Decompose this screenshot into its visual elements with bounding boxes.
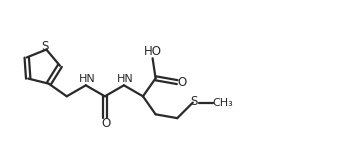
Text: O: O bbox=[101, 117, 111, 130]
Text: HN: HN bbox=[117, 74, 133, 84]
Text: HN: HN bbox=[78, 74, 95, 84]
Text: HO: HO bbox=[144, 45, 161, 58]
Text: O: O bbox=[177, 76, 187, 89]
Text: S: S bbox=[42, 40, 49, 53]
Text: CH₃: CH₃ bbox=[212, 98, 233, 108]
Text: S: S bbox=[190, 95, 198, 108]
